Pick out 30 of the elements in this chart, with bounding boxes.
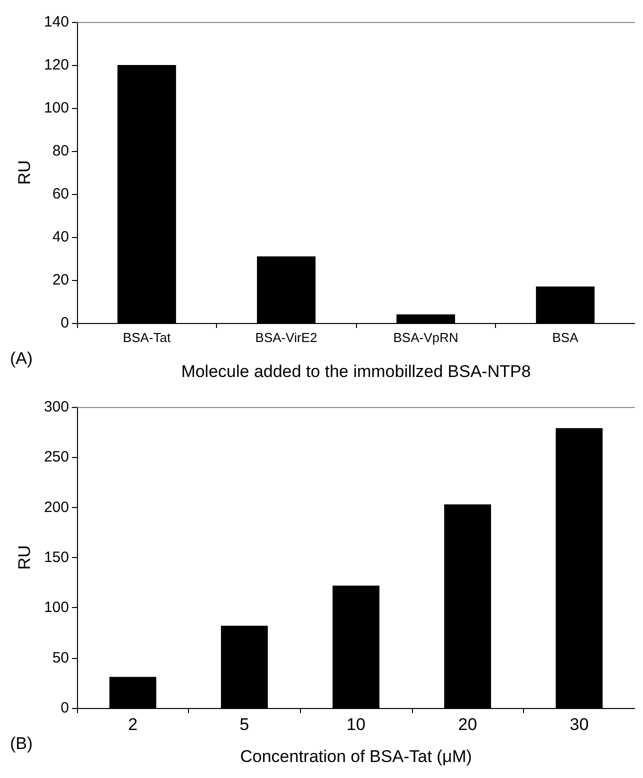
y-tick-label: 50 [52, 649, 69, 666]
x-tick-label: BSA-Tat [122, 330, 171, 345]
y-tick-label: 250 [44, 448, 69, 466]
x-axis-title: Concentration of BSA-Tat (μM) [240, 747, 472, 766]
y-tick-label: 100 [44, 599, 69, 616]
y-tick-label: 0 [60, 700, 69, 716]
y-tick-label: 140 [44, 14, 69, 30]
x-tick-label: 20 [458, 715, 478, 734]
y-tick-label: 40 [52, 228, 69, 246]
y-tick-label: 120 [44, 56, 69, 74]
y-tick-label: 200 [44, 498, 69, 516]
y-tick-label: 0 [60, 314, 69, 332]
y-tick-label: 80 [52, 142, 69, 160]
x-tick-label: 2 [128, 715, 138, 734]
x-tick-label: BSA-VpRN [393, 330, 458, 345]
x-tick-label: 5 [240, 715, 250, 734]
x-tick-label: 10 [346, 715, 366, 734]
x-axis-title: Molecule added to the immobillzed BSA-NTP8 [181, 362, 531, 381]
text: (B) [10, 734, 33, 753]
y-tick-label: 300 [44, 398, 69, 416]
text: (A) [10, 349, 33, 368]
y-tick-label: 150 [44, 549, 69, 566]
y-axis-title: RU [15, 545, 34, 570]
x-tick-label: BSA [552, 330, 579, 345]
x-tick-label: 30 [570, 715, 589, 734]
y-tick-label: 60 [52, 186, 69, 202]
y-tick-label: 20 [52, 272, 69, 288]
y-axis-title: RU [15, 160, 34, 185]
x-tick-label: BSA-VirE2 [255, 330, 318, 345]
y-tick-label: 100 [44, 100, 69, 116]
